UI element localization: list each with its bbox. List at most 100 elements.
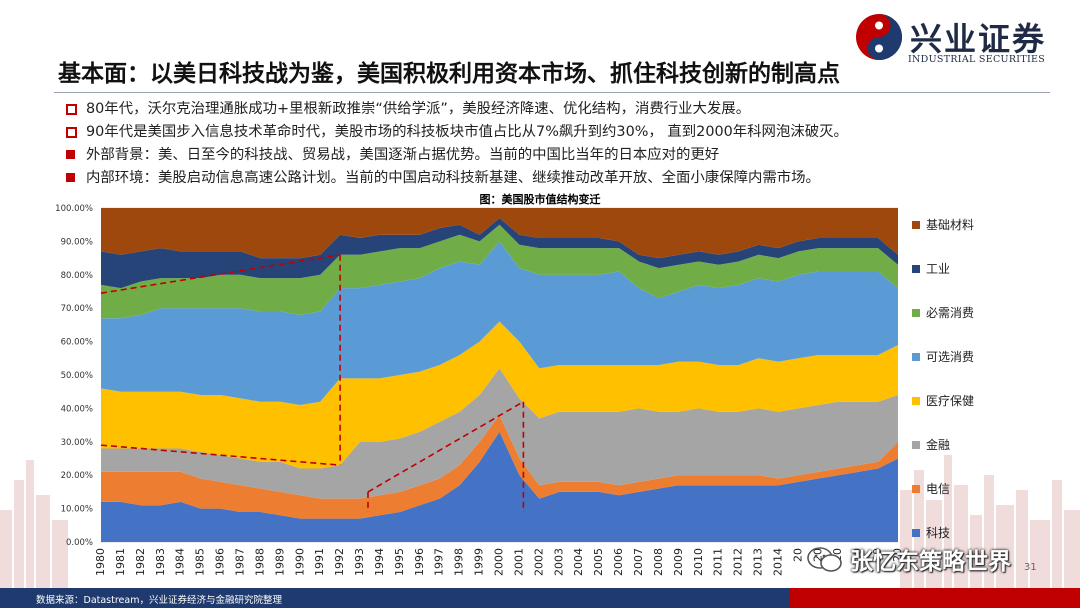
- x-tick-label: 20: [891, 548, 904, 562]
- legend-label: 电信: [926, 482, 950, 496]
- bullet-square-outline-icon: [66, 127, 77, 138]
- annotation-dashed-line-0: [100, 253, 341, 294]
- bullet-square-outline-icon: [66, 104, 77, 115]
- y-tick-label: 100.00%: [55, 204, 93, 214]
- bullet-item: 外部背景：美、日至今的科技战、贸易战，美国逐渐占据优势。当前的中国比当年的日本应…: [66, 144, 1066, 167]
- legend-swatch: [912, 485, 920, 493]
- area-series-2: [101, 368, 898, 499]
- x-tick-label: 1997: [433, 548, 446, 576]
- x-tick-label: 20: [811, 548, 824, 562]
- x-tick-label: 2010: [692, 548, 705, 576]
- x-tick-label: 1986: [214, 548, 227, 576]
- x-tick-label: 20: [791, 548, 804, 562]
- data-source-note: 数据来源：Datastream，兴业证券经济与金融研究院整理: [36, 595, 282, 606]
- x-tick-label: 1992: [333, 548, 346, 576]
- bullet-square-filled-icon: [66, 173, 75, 182]
- bullet-item: 90年代是美国步入信息技术革命时代，美股市场的科技板块市值占比从7%飙升到约30…: [66, 121, 1066, 144]
- legend-label: 必需消费: [926, 306, 974, 320]
- y-tick-label: 0.00%: [66, 538, 93, 548]
- y-tick-label: 20.00%: [61, 471, 93, 481]
- legend-label: 可选消费: [926, 350, 974, 364]
- x-tick-label: 2014: [771, 548, 784, 576]
- area-series-0: [101, 431, 898, 542]
- logo-english-name: INDUSTRIAL SECURITIES: [908, 54, 1046, 65]
- legend-swatch: [912, 309, 920, 317]
- bullet-text: 内部环境：美股启动信息高速公路计划。当前的中国启动科技新基建、继续推动改革开放、…: [86, 170, 820, 186]
- x-tick-label: 2012: [732, 548, 745, 576]
- wechat-icon: [807, 547, 842, 572]
- legend-swatch: [912, 529, 920, 537]
- area-series-6: [101, 218, 898, 289]
- chart-annotations: [100, 253, 525, 512]
- y-tick-label: 10.00%: [61, 505, 93, 515]
- legend-label: 科技: [926, 526, 950, 540]
- y-tick-label: 90.00%: [61, 237, 93, 247]
- y-tick-label: 50.00%: [61, 371, 93, 381]
- legend-label: 医疗保健: [926, 394, 974, 408]
- bullet-text: 外部背景：美、日至今的科技战、贸易战，美国逐渐占据优势。当前的中国比当年的日本应…: [86, 147, 720, 163]
- y-tick-label: 80.00%: [61, 271, 93, 281]
- bullet-item: 内部环境：美股启动信息高速公路计划。当前的中国启动科技新基建、继续推动改革开放、…: [66, 167, 1066, 190]
- x-tick-label: 2003: [552, 548, 565, 576]
- x-tick-label: 2000: [493, 548, 506, 576]
- x-tick-label: 20: [871, 548, 884, 562]
- x-tick-label: 2013: [752, 548, 765, 576]
- bullet-square-filled-icon: [66, 150, 75, 159]
- y-tick-label: 70.00%: [61, 304, 93, 314]
- x-tick-label: 1995: [393, 548, 406, 576]
- x-tick-label: 2009: [672, 548, 685, 576]
- x-tick-label: 1988: [253, 548, 266, 576]
- x-tick-label: 1983: [154, 548, 167, 576]
- market-cap-structure-chart: 0.00% 10.00% 20.00% 30.00% 40.00% 50.00% 60.00…: [55, 204, 974, 576]
- x-tick-label: 2004: [572, 548, 585, 576]
- area-series-3: [101, 321, 898, 469]
- x-tick-label: 1991: [313, 548, 326, 576]
- bullet-list: 80年代，沃尔克治理通胀成功+里根新政推崇“供给学派”，美股经济降速、优化结构，…: [66, 98, 1066, 190]
- logo-emblem-icon: [856, 14, 902, 60]
- x-tick-label: 1980: [94, 548, 107, 576]
- x-tick-label: 1987: [233, 548, 246, 576]
- y-tick-label: 30.00%: [61, 438, 93, 448]
- legend-swatch: [912, 397, 920, 405]
- legend-swatch: [912, 353, 920, 361]
- title-divider: [54, 92, 1050, 93]
- chart-title: 图：美国股市值结构变迁: [479, 193, 601, 206]
- x-tick-label: 1996: [413, 548, 426, 576]
- x-tick-label: 2002: [532, 548, 545, 576]
- x-tick-label: 2005: [592, 548, 605, 576]
- x-tick-label: 1984: [174, 548, 187, 576]
- x-axis-tick-labels: 1980 1981 1982 1983 1984 1985 1986 1987 1988 1989…: [94, 548, 904, 576]
- area-series-4: [101, 241, 898, 406]
- city-skyline-background: [0, 455, 1080, 590]
- chart-area-series: [101, 208, 898, 542]
- legend-label: 金融: [926, 437, 950, 452]
- x-tick-label: 20: [851, 548, 864, 562]
- page-number: 31: [1024, 562, 1037, 573]
- bullet-text: 90年代是美国步入信息技术革命时代，美股市场的科技板块市值占比从7%飙升到约30…: [86, 124, 848, 140]
- area-series-5: [101, 224, 898, 319]
- x-tick-label: 1981: [114, 548, 127, 576]
- legend-swatch: [912, 221, 920, 229]
- x-tick-label: 2008: [652, 548, 665, 576]
- legend-label: 基础材料: [926, 218, 974, 232]
- y-axis-tick-labels: 0.00% 10.00% 20.00% 30.00% 40.00% 50.00% 60.00…: [55, 204, 93, 548]
- x-tick-label: 1999: [473, 548, 486, 576]
- bullet-item: 80年代，沃尔克治理通胀成功+里根新政推崇“供给学派”，美股经济降速、优化结构，…: [66, 98, 1066, 121]
- x-tick-label: 1994: [373, 548, 386, 576]
- logo-name: 兴业证券: [910, 20, 1047, 58]
- area-series-7: [101, 208, 898, 259]
- x-tick-label: 1982: [134, 548, 147, 576]
- legend-swatch: [912, 265, 920, 273]
- x-tick-label: 2001: [512, 548, 525, 576]
- bullet-text: 80年代，沃尔克治理通胀成功+里根新政推崇“供给学派”，美股经济降速、优化结构，…: [86, 101, 751, 117]
- footer-bar-red: [790, 588, 1080, 608]
- watermark-text: 张忆东策略世界: [850, 549, 1011, 575]
- y-tick-label: 40.00%: [61, 404, 93, 414]
- x-tick-label: 1993: [353, 548, 366, 576]
- legend-swatch: [912, 441, 920, 449]
- x-tick-label: 1990: [293, 548, 306, 576]
- x-tick-label: 2007: [632, 548, 645, 576]
- legend-label: 工业: [926, 262, 950, 276]
- footer-bar-navy: [0, 588, 790, 608]
